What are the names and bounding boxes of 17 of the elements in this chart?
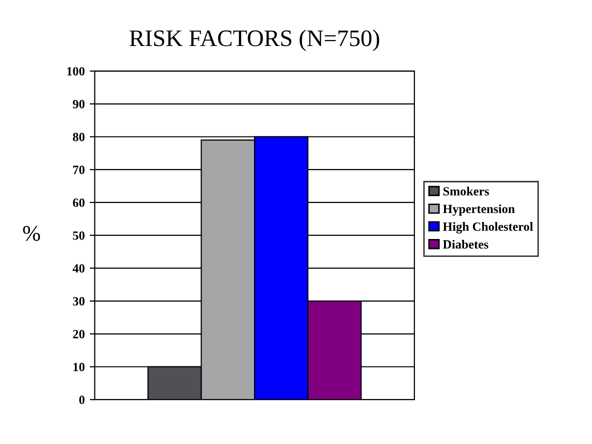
legend-label: High Cholesterol [442,222,533,234]
y-tick-label: 70 [73,166,85,174]
legend-label: Hypertension [442,204,515,216]
y-tick-label: 100 [67,67,85,76]
y-tick-label: 50 [73,231,85,240]
y-tick-label: 10 [74,362,85,372]
y-tick-label: 0 [79,396,85,404]
y-tick-label: 60 [72,198,85,207]
y-axis-title: % [23,226,40,241]
y-tick-label: 80 [72,132,85,142]
chart-title: RISK FACTORS (N=750) [130,30,380,52]
y-tick-label: 40 [72,264,85,273]
y-tick-label: 30 [72,297,85,306]
y-tick-label: 20 [73,330,85,338]
legend-label: Diabetes [442,240,488,249]
legend-label: Smokers [443,186,489,196]
y-tick-label: 90 [72,100,85,108]
